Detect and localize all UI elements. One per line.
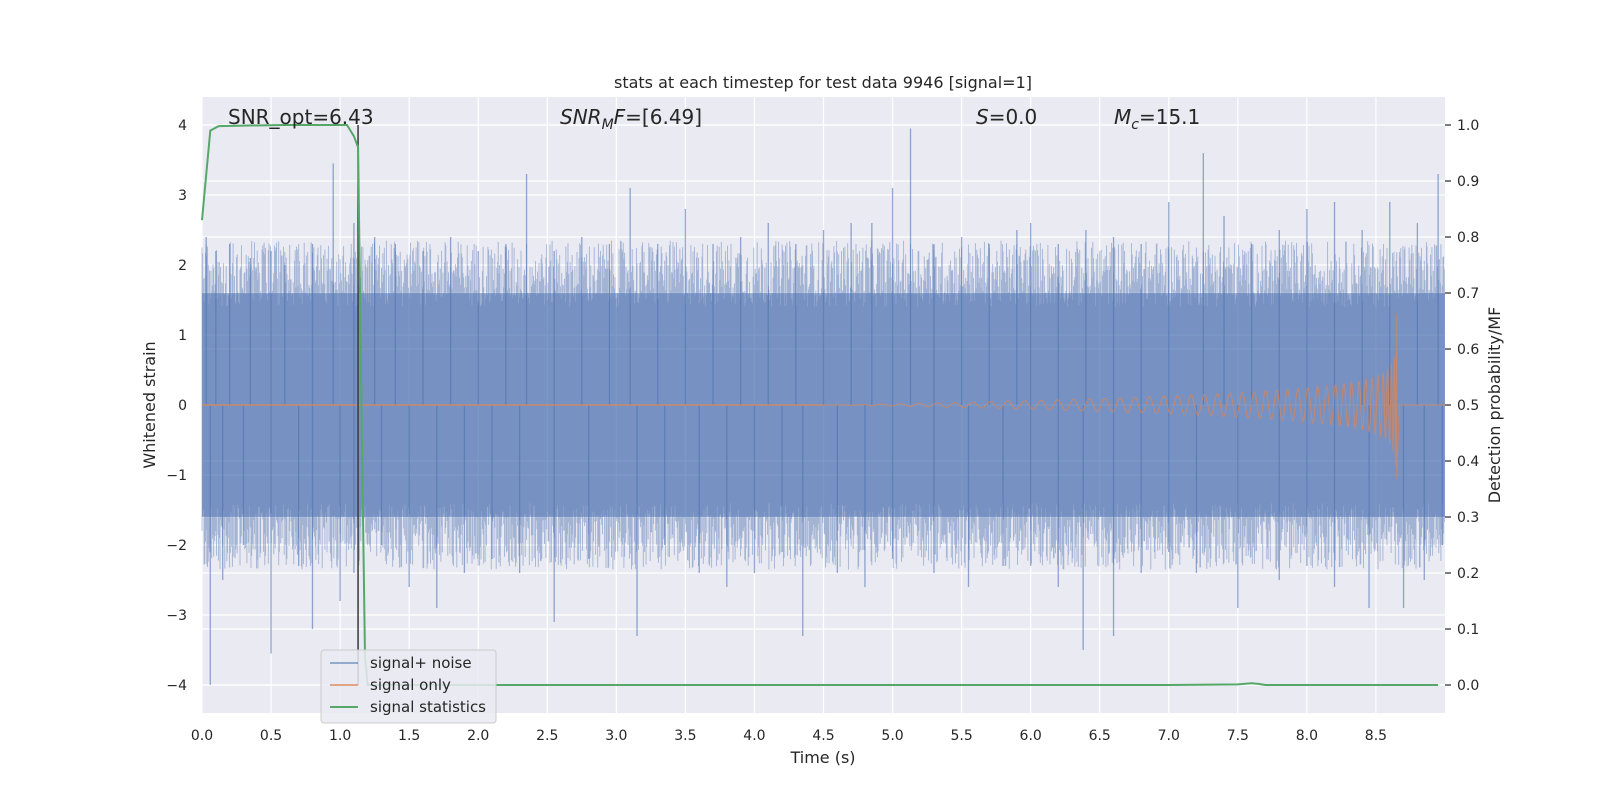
y-axis-title: Whitened strain [140, 341, 159, 468]
s-symbol: S [976, 105, 989, 129]
y2-axis-title: Detection probability/MF [1485, 307, 1504, 504]
annotation-snr-opt: SNR_opt=6.43 [228, 105, 374, 129]
x-tick-label-0: 0.0 [191, 728, 213, 744]
y2-tick-label-9: 0.1 [1457, 622, 1479, 638]
legend-label-signal-statistics: signal statistics [370, 698, 486, 716]
y-tick-label-1: 3 [178, 188, 187, 204]
snr-mf-rest: F [614, 105, 626, 129]
x-tick-label-16: 8.0 [1296, 728, 1318, 744]
legend: signal+ noise signal only signal statist… [320, 649, 497, 724]
y-tick-label-2: 2 [178, 258, 187, 274]
y2-tick-label-6: 0.4 [1457, 454, 1479, 470]
annotation-mc: Mc=15.1 [1114, 105, 1200, 133]
y2-tick-label-3: 0.7 [1457, 286, 1479, 302]
y2-tick-label-0: 1.0 [1457, 118, 1479, 134]
x-tick-label-4: 2.0 [467, 728, 489, 744]
x-tick-label-14: 7.0 [1158, 728, 1180, 744]
y-tick-label-0: 4 [178, 118, 187, 134]
y2-tick-label-5: 0.5 [1457, 398, 1479, 414]
y-tick-label-6: −2 [166, 538, 187, 554]
y2-axis-ticks: 1.0 0.9 0.8 0.7 0.6 0.5 0.4 0.3 0.2 0.1 0.0 [1445, 118, 1479, 694]
x-tick-label-13: 6.5 [1089, 728, 1111, 744]
x-tick-label-1: 0.5 [260, 728, 282, 744]
x-tick-label-2: 1.0 [329, 728, 351, 744]
x-tick-label-8: 4.0 [743, 728, 765, 744]
y-tick-label-8: −4 [166, 678, 187, 694]
y2-tick-label-1: 0.9 [1457, 174, 1479, 190]
mc-symbol: M [1114, 105, 1131, 129]
x-tick-label-7: 3.5 [674, 728, 696, 744]
x-tick-label-5: 2.5 [536, 728, 558, 744]
x-axis-ticks: 0.0 0.5 1.0 1.5 2.0 2.5 3.0 3.5 4.0 4.5 5.0 5.5 6.0 6… [191, 728, 1387, 744]
chart-title: stats at each timestep for test data 994… [614, 73, 1032, 92]
legend-box [320, 649, 497, 724]
y-tick-label-5: −1 [166, 468, 187, 484]
signal-only-series [202, 314, 1445, 479]
y-axis-ticks: 4 3 2 1 0 −1 −2 −3 −4 [166, 118, 187, 694]
x-tick-label-12: 6.0 [1020, 728, 1042, 744]
mc-value: =15.1 [1139, 105, 1200, 129]
annotation-snr-mf: SNRMF=[6.49] [560, 105, 702, 133]
y-tick-label-3: 1 [178, 328, 187, 344]
legend-label-signal-noise: signal+ noise [370, 654, 472, 672]
x-tick-label-10: 5.0 [881, 728, 903, 744]
y2-tick-label-2: 0.8 [1457, 230, 1479, 246]
y2-tick-label-4: 0.6 [1457, 342, 1479, 358]
y2-tick-label-7: 0.3 [1457, 510, 1479, 526]
x-tick-label-6: 3.0 [605, 728, 627, 744]
x-axis-title: Time (s) [789, 748, 855, 767]
annotation-s: S=0.0 [976, 105, 1037, 129]
x-tick-label-17: 8.5 [1365, 728, 1387, 744]
x-tick-label-3: 1.5 [398, 728, 420, 744]
y-tick-label-7: −3 [166, 608, 187, 624]
snr-mf-main: SNR [560, 105, 602, 129]
x-tick-label-11: 5.5 [950, 728, 972, 744]
signal-noise-series [201, 128, 1445, 685]
y-tick-label-4: 0 [178, 398, 187, 414]
snr-mf-sub: M [602, 117, 614, 133]
y2-tick-label-10: 0.0 [1457, 678, 1479, 694]
signal-only-line [823, 314, 1445, 479]
mc-sub: c [1131, 117, 1139, 133]
legend-label-signal-only: signal only [370, 676, 451, 694]
snr-mf-value: =[6.49] [625, 105, 702, 129]
y2-tick-label-8: 0.2 [1457, 566, 1479, 582]
x-tick-label-9: 4.5 [812, 728, 834, 744]
x-tick-label-15: 7.5 [1227, 728, 1249, 744]
s-value: =0.0 [989, 105, 1038, 129]
